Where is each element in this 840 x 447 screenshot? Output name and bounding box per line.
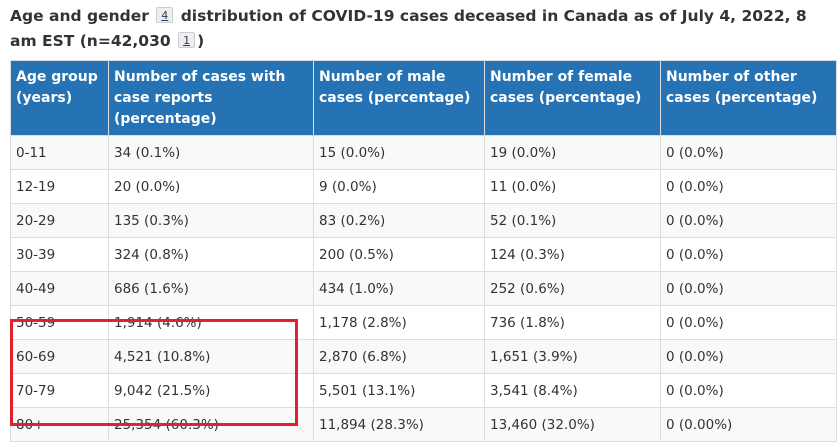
table-row: 70-79 9,042 (21.5%) 5,501 (13.1%) 3,541 …	[10, 373, 837, 408]
cell-other-cases: 0 (0.00%)	[660, 407, 837, 442]
cell-age-group: 20-29	[10, 203, 109, 238]
cell-other-cases: 0 (0.0%)	[660, 305, 837, 340]
cell-female-cases: 736 (1.8%)	[484, 305, 661, 340]
cell-total-cases: 324 (0.8%)	[108, 237, 314, 272]
cell-age-group: 70-79	[10, 373, 109, 408]
table-row: 60-69 4,521 (10.8%) 2,870 (6.8%) 1,651 (…	[10, 339, 837, 374]
cell-total-cases: 9,042 (21.5%)	[108, 373, 314, 408]
cell-male-cases: 83 (0.2%)	[313, 203, 485, 238]
cell-male-cases: 200 (0.5%)	[313, 237, 485, 272]
cell-other-cases: 0 (0.0%)	[660, 203, 837, 238]
table-row: 12-19 20 (0.0%) 9 (0.0%) 11 (0.0%) 0 (0.…	[10, 169, 837, 204]
header-male-cases: Number of male cases (percentage)	[313, 60, 485, 136]
cell-male-cases: 11,894 (28.3%)	[313, 407, 485, 442]
cell-other-cases: 0 (0.0%)	[660, 237, 837, 272]
cell-male-cases: 434 (1.0%)	[313, 271, 485, 306]
footnote-link-1[interactable]: 1	[178, 32, 196, 48]
cell-age-group: 40-49	[10, 271, 109, 306]
footnote-link-4[interactable]: 4	[156, 7, 174, 23]
header-total-cases: Number of cases with case reports (perce…	[108, 60, 314, 136]
cell-female-cases: 124 (0.3%)	[484, 237, 661, 272]
caption-text-middle: distribution of COVID-19 cases deceased …	[10, 7, 807, 50]
cell-female-cases: 11 (0.0%)	[484, 169, 661, 204]
cell-total-cases: 1,914 (4.6%)	[108, 305, 314, 340]
cell-total-cases: 25,354 (60.3%)	[108, 407, 314, 442]
cell-other-cases: 0 (0.0%)	[660, 169, 837, 204]
cell-age-group: 0-11	[10, 135, 109, 170]
cell-age-group: 12-19	[10, 169, 109, 204]
cell-other-cases: 0 (0.0%)	[660, 271, 837, 306]
table-row: 80+ 25,354 (60.3%) 11,894 (28.3%) 13,460…	[10, 407, 837, 442]
cell-female-cases: 13,460 (32.0%)	[484, 407, 661, 442]
header-female-cases: Number of female cases (percentage)	[484, 60, 661, 136]
cell-age-group: 50-59	[10, 305, 109, 340]
table-row: 30-39 324 (0.8%) 200 (0.5%) 124 (0.3%) 0…	[10, 237, 837, 272]
cell-total-cases: 686 (1.6%)	[108, 271, 314, 306]
table-header-row: Age group (years) Number of cases with c…	[10, 60, 837, 136]
header-age-group: Age group (years)	[10, 60, 109, 136]
header-other-cases: Number of other cases (percentage)	[660, 60, 837, 136]
caption-text-start: Age and gender	[10, 7, 149, 25]
table-caption: Age and gender 4 distribution of COVID-1…	[10, 4, 832, 54]
cell-total-cases: 4,521 (10.8%)	[108, 339, 314, 374]
caption-text-end: )	[197, 32, 205, 50]
cell-other-cases: 0 (0.0%)	[660, 339, 837, 374]
cell-female-cases: 1,651 (3.9%)	[484, 339, 661, 374]
cell-total-cases: 20 (0.0%)	[108, 169, 314, 204]
cell-male-cases: 9 (0.0%)	[313, 169, 485, 204]
table-row: 40-49 686 (1.6%) 434 (1.0%) 252 (0.6%) 0…	[10, 271, 837, 306]
cell-other-cases: 0 (0.0%)	[660, 373, 837, 408]
cell-male-cases: 15 (0.0%)	[313, 135, 485, 170]
cell-other-cases: 0 (0.0%)	[660, 135, 837, 170]
cell-male-cases: 1,178 (2.8%)	[313, 305, 485, 340]
table-row: 0-11 34 (0.1%) 15 (0.0%) 19 (0.0%) 0 (0.…	[10, 135, 837, 170]
cell-female-cases: 252 (0.6%)	[484, 271, 661, 306]
cell-male-cases: 5,501 (13.1%)	[313, 373, 485, 408]
covid-deaths-table: Age group (years) Number of cases with c…	[10, 60, 837, 442]
cell-age-group: 30-39	[10, 237, 109, 272]
cell-total-cases: 34 (0.1%)	[108, 135, 314, 170]
cell-total-cases: 135 (0.3%)	[108, 203, 314, 238]
cell-age-group: 60-69	[10, 339, 109, 374]
cell-female-cases: 52 (0.1%)	[484, 203, 661, 238]
cell-female-cases: 3,541 (8.4%)	[484, 373, 661, 408]
cell-male-cases: 2,870 (6.8%)	[313, 339, 485, 374]
table-row: 50-59 1,914 (4.6%) 1,178 (2.8%) 736 (1.8…	[10, 305, 837, 340]
table-row: 20-29 135 (0.3%) 83 (0.2%) 52 (0.1%) 0 (…	[10, 203, 837, 238]
cell-age-group: 80+	[10, 407, 109, 442]
cell-female-cases: 19 (0.0%)	[484, 135, 661, 170]
